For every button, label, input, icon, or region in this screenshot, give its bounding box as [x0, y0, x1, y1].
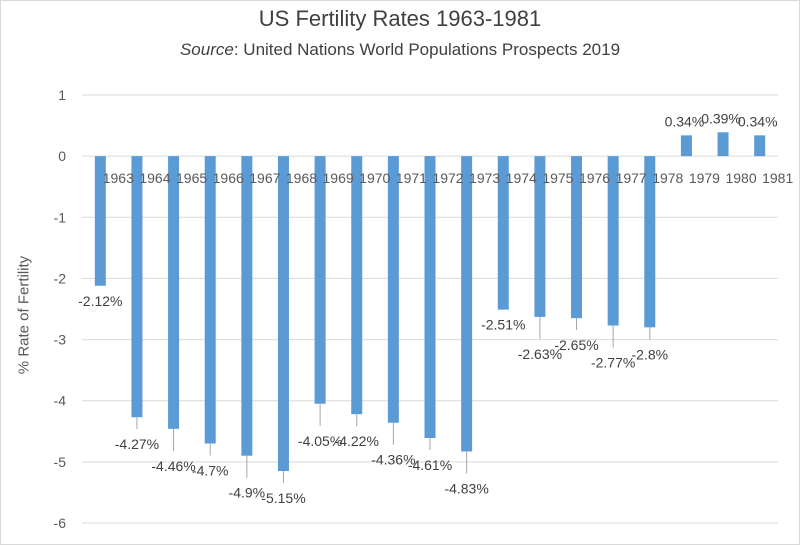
x-tick-label: 1964: [139, 170, 170, 186]
data-label: -4.05%: [298, 433, 342, 449]
bar: [351, 156, 363, 415]
x-tick-label: 1963: [103, 170, 134, 186]
data-label: -4.36%: [371, 452, 415, 468]
x-tick-label: 1976: [579, 170, 610, 186]
bar: [314, 156, 326, 404]
y-tick-label: -2: [54, 270, 67, 286]
bar: [607, 156, 619, 326]
subtitle-source-word: Source: [179, 40, 234, 59]
data-label: 0.34%: [738, 113, 778, 129]
bar: [94, 156, 106, 286]
x-tick-label: 1970: [359, 170, 390, 186]
y-tick-label: -5: [54, 454, 67, 470]
y-tick-label: -1: [54, 209, 67, 225]
bar: [204, 156, 216, 444]
x-tick-label: 1978: [652, 170, 683, 186]
y-tick-label: -6: [54, 515, 67, 531]
data-label: -2.77%: [591, 355, 635, 371]
chart-subtitle: Source: United Nations World Populations…: [0, 40, 800, 60]
y-tick-label: 1: [58, 87, 66, 103]
bar: [277, 156, 289, 472]
x-tick-label: 1968: [286, 170, 317, 186]
x-tick-label: 1971: [396, 170, 427, 186]
x-tick-label: 1975: [542, 170, 573, 186]
bar: [571, 156, 583, 319]
subtitle-text: : United Nations World Populations Prosp…: [233, 40, 621, 59]
bar: [754, 135, 766, 157]
data-label: -2.12%: [78, 293, 122, 309]
y-tick-label: -4: [54, 393, 67, 409]
x-tick-label: 1967: [249, 170, 280, 186]
bar: [131, 156, 143, 418]
data-label: -4.61%: [408, 457, 452, 473]
chart-title: US Fertility Rates 1963-1981: [258, 6, 542, 31]
x-tick-label: 1969: [323, 170, 354, 186]
x-tick-label: 1973: [469, 170, 500, 186]
bar: [497, 156, 509, 310]
x-tick-label: 1979: [689, 170, 720, 186]
bar: [680, 135, 692, 157]
data-label: -2.63%: [518, 346, 562, 362]
x-tick-label: 1974: [506, 170, 537, 186]
bar: [424, 156, 436, 439]
x-tick-label: 1981: [762, 170, 793, 186]
x-tick-label: 1972: [432, 170, 463, 186]
x-tick-label: 1977: [616, 170, 647, 186]
data-label: -5.15%: [261, 490, 305, 506]
data-label: -2.65%: [554, 337, 598, 353]
data-label: 0.34%: [665, 113, 705, 129]
x-tick-label: 1966: [213, 170, 244, 186]
y-tick-label: 0: [58, 148, 66, 164]
data-label: -4.22%: [335, 433, 379, 449]
data-label: -4.9%: [229, 485, 266, 501]
y-tick-label: -3: [54, 332, 67, 348]
bar: [387, 156, 399, 423]
data-label: -2.8%: [632, 346, 669, 362]
data-label: -4.46%: [151, 458, 195, 474]
data-label: -4.83%: [444, 480, 488, 496]
bar: [717, 132, 729, 157]
data-label: -2.51%: [481, 317, 525, 333]
bar: [461, 156, 473, 452]
data-label: -4.27%: [115, 436, 159, 452]
bar: [534, 156, 546, 317]
bar: [644, 156, 656, 328]
data-label: 0.39%: [701, 110, 741, 126]
x-tick-label: 1980: [725, 170, 756, 186]
bar: [168, 156, 180, 429]
x-tick-label: 1965: [176, 170, 207, 186]
data-label: -4.7%: [192, 463, 229, 479]
bar: [241, 156, 253, 456]
